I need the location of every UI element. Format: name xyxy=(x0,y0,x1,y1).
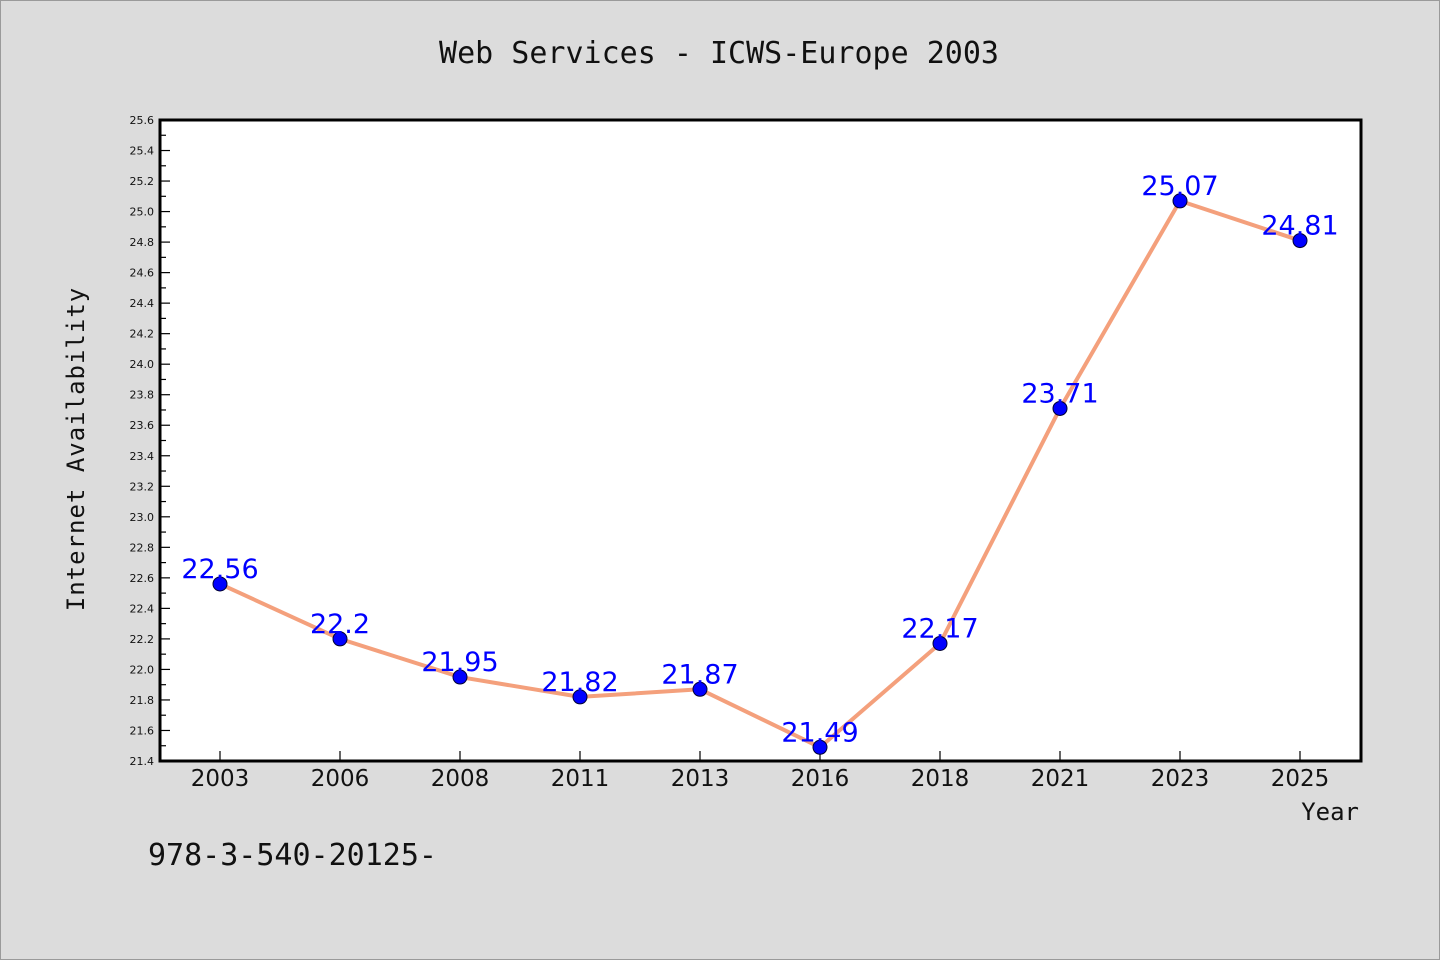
data-label: 23.71 xyxy=(1021,378,1098,409)
x-axis-ticks xyxy=(219,751,1301,761)
data-point xyxy=(1172,193,1188,209)
y-tick-label: 23.0 xyxy=(130,511,155,524)
data-label: 25.07 xyxy=(1141,171,1218,202)
y-tick-label: 23.2 xyxy=(130,480,155,493)
y-tick-label: 22.6 xyxy=(130,572,155,585)
x-tick-label: 2006 xyxy=(311,766,370,792)
data-point xyxy=(332,631,348,647)
y-tick-label: 24.6 xyxy=(130,267,155,280)
x-tick-label: 2003 xyxy=(191,766,250,792)
series-line xyxy=(218,198,1302,750)
x-tick-label: 2011 xyxy=(551,766,610,792)
y-tick-label: 22.8 xyxy=(130,541,155,554)
y-tick-label: 25.2 xyxy=(130,175,155,188)
y-tick-label: 25.0 xyxy=(130,206,155,219)
footnote-text: 978-3-540-20125- xyxy=(148,838,437,873)
y-axis-ticks xyxy=(160,119,170,762)
data-point xyxy=(212,576,228,592)
data-labels: 22.56 22.2 21.95 21.82 21.87 21.49 22.17 23.71 2… xyxy=(181,171,1338,748)
y-tick-label: 22.2 xyxy=(130,633,155,646)
y-tick-label: 22.4 xyxy=(130,602,155,615)
data-point xyxy=(1052,400,1068,416)
data-point xyxy=(812,739,828,755)
y-tick-label: 25.6 xyxy=(130,114,155,127)
data-label: 21.87 xyxy=(661,659,738,690)
x-tick-label: 2023 xyxy=(1151,766,1210,792)
data-label: 22.17 xyxy=(901,613,978,644)
data-label: 21.49 xyxy=(781,717,858,748)
plot-area xyxy=(158,118,1363,763)
y-tick-label: 23.4 xyxy=(130,450,155,463)
y-tick-label: 24.4 xyxy=(130,297,155,310)
data-label: 22.56 xyxy=(181,554,258,585)
y-tick-label: 24.8 xyxy=(130,236,155,249)
x-axis-tick-labels: 2003 2006 2008 2011 2013 2016 2018 2021 2023 2025 xyxy=(191,766,1330,792)
series-markers xyxy=(212,193,1308,755)
data-label: 21.95 xyxy=(421,647,498,678)
y-tick-label: 24.2 xyxy=(130,328,155,341)
x-tick-label: 2021 xyxy=(1031,766,1090,792)
y-tick-label: 23.6 xyxy=(130,419,155,432)
x-tick-label: 2018 xyxy=(911,766,970,792)
data-point xyxy=(452,669,468,685)
data-label: 22.2 xyxy=(310,609,370,640)
x-tick-label: 2008 xyxy=(431,766,490,792)
y-tick-label: 24.0 xyxy=(130,358,155,371)
data-label: 24.81 xyxy=(1261,211,1338,242)
y-tick-label: 21.8 xyxy=(130,694,155,707)
data-point xyxy=(932,635,948,651)
data-point xyxy=(572,689,588,705)
data-label: 21.82 xyxy=(541,667,618,698)
y-tick-label: 22.0 xyxy=(130,663,155,676)
chart-title: Web Services - ICWS-Europe 2003 xyxy=(439,36,999,71)
x-axis-label: Year xyxy=(1301,798,1359,826)
y-axis-label: Internet Availability xyxy=(62,287,90,611)
x-tick-label: 2013 xyxy=(671,766,730,792)
y-tick-label: 23.8 xyxy=(130,389,155,402)
data-point xyxy=(1292,233,1308,249)
y-tick-label: 25.4 xyxy=(130,145,155,158)
x-tick-label: 2025 xyxy=(1271,766,1330,792)
data-point xyxy=(692,681,708,697)
y-axis-tick-labels: 21.4 21.6 21.8 22.0 22.2 22.4 22.6 22.8 23.0 23.2… xyxy=(130,114,155,768)
x-tick-label: 2016 xyxy=(791,766,850,792)
y-tick-label: 21.6 xyxy=(130,724,155,737)
y-tick-label: 21.4 xyxy=(130,755,155,768)
